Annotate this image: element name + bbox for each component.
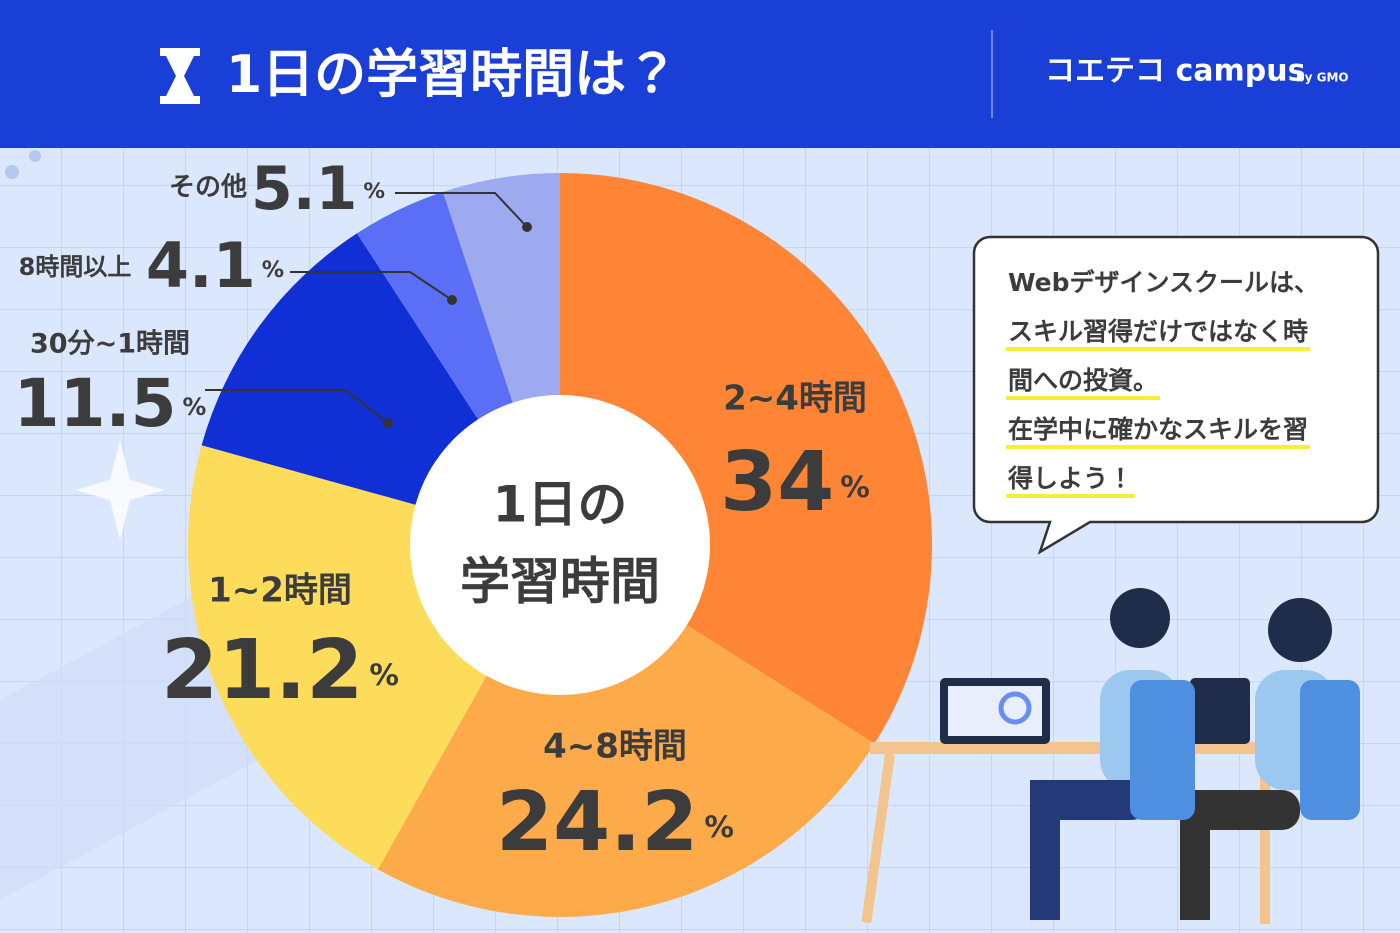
bubble-line: スキル習得だけではなく時 bbox=[1008, 317, 1308, 346]
unit-label: % bbox=[363, 179, 385, 204]
header bbox=[0, 0, 1400, 148]
highlight bbox=[1006, 396, 1161, 400]
pie-slice bbox=[377, 545, 875, 917]
leader-line bbox=[395, 192, 528, 228]
highlight bbox=[1006, 494, 1136, 498]
slice-name: その他 bbox=[169, 173, 247, 203]
bubble-line: Webデザインスクールは、 bbox=[1008, 268, 1319, 297]
leader-line bbox=[205, 389, 389, 424]
leader-dot bbox=[447, 295, 457, 305]
slice-name: 8時間以上 bbox=[19, 253, 132, 281]
bubble-text: Webデザインスクールは、スキル習得だけではなく時間への投資。在学中に確かなスキ… bbox=[1006, 268, 1319, 498]
highlight bbox=[1006, 347, 1311, 351]
pie: 1日の学習時間 2~4時間 34 % 4~8時間 24.2 % 1~2時間 21.2 % 30分~1… bbox=[14, 154, 933, 917]
decor-dot bbox=[5, 165, 19, 179]
sparkle bbox=[75, 440, 165, 540]
leader-dot bbox=[522, 222, 532, 232]
illustration bbox=[861, 588, 1360, 924]
slice-value: 11.5% bbox=[14, 365, 207, 442]
speech-bubble bbox=[972, 235, 1380, 555]
slice-value: 34% bbox=[720, 435, 870, 530]
hourglass-icon bbox=[160, 48, 200, 104]
value-label: 21.2 bbox=[161, 623, 363, 718]
value-label: 11.5 bbox=[14, 365, 177, 442]
leader-line bbox=[290, 271, 453, 301]
value-label: 5.1 bbox=[251, 154, 357, 224]
unit-label: % bbox=[262, 257, 284, 283]
value-label: 4.1 bbox=[146, 229, 256, 302]
slice-name: 30分~1時間 bbox=[30, 329, 190, 360]
slice-name: 1~2時間 bbox=[208, 571, 352, 611]
unit-label: % bbox=[183, 393, 207, 421]
slice-name: 4~8時間 bbox=[543, 727, 687, 767]
bubble-line: 間への投資。 bbox=[1008, 366, 1158, 395]
donut-hole bbox=[410, 395, 710, 695]
slice-value: 5.1% bbox=[251, 154, 385, 224]
value-label: 24.2 bbox=[496, 775, 698, 870]
slice-value: 4.1% bbox=[146, 229, 284, 302]
unit-label: % bbox=[704, 810, 734, 844]
decor-dot bbox=[29, 150, 41, 162]
leader-dot bbox=[383, 418, 393, 428]
center-label: 1日の bbox=[493, 476, 628, 534]
bubble-line: 在学中に確かなスキルを習 bbox=[1008, 415, 1308, 444]
center-label: 学習時間 bbox=[460, 553, 660, 611]
unit-label: % bbox=[840, 470, 870, 504]
slice-name: 2~4時間 bbox=[723, 379, 867, 419]
brand-sub: by GMO bbox=[1296, 71, 1349, 85]
slice-value: 21.2% bbox=[161, 623, 399, 718]
highlight bbox=[1006, 445, 1311, 449]
unit-label: % bbox=[369, 658, 399, 692]
title: 1日の学習時間は？ bbox=[226, 45, 678, 105]
bubble-line: 得しよう！ bbox=[1007, 464, 1133, 493]
brand-name: コエテコ campus bbox=[1045, 54, 1305, 89]
slice-value: 24.2% bbox=[496, 775, 734, 870]
value-label: 34 bbox=[720, 435, 834, 530]
